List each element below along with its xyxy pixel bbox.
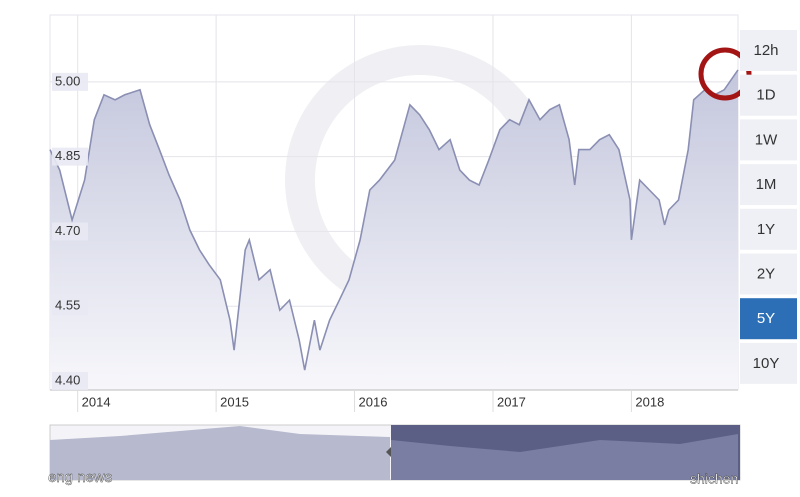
range-button[interactable]: 2Y <box>740 253 797 295</box>
range-button[interactable]: 5Y <box>740 298 797 340</box>
area <box>50 69 738 391</box>
range-button-label[interactable]: 1Y <box>757 221 775 238</box>
y-tick-label: 4.85 <box>55 148 80 163</box>
y-tick-box <box>52 222 88 241</box>
y-tick-box <box>52 72 88 91</box>
y-tick-label: 4.55 <box>55 298 80 313</box>
x-tick-label: 2015 <box>220 394 249 409</box>
y-tick-box <box>52 297 88 316</box>
x-tick-label: 2016 <box>359 394 388 409</box>
range-button-bg[interactable] <box>740 298 797 340</box>
watermark-text: shichen <box>690 471 738 487</box>
range-button-label[interactable]: 2Y <box>757 265 775 282</box>
range-button-label[interactable]: 12h <box>753 42 778 59</box>
range-button-bg[interactable] <box>740 208 797 250</box>
range-button[interactable]: 1D <box>740 74 797 116</box>
range-button-bg[interactable] <box>740 164 797 206</box>
x-tick-label: 2018 <box>635 394 664 409</box>
range-button-label[interactable]: 1M <box>756 176 777 193</box>
y-tick-label: 5.00 <box>55 73 80 88</box>
navigator-handle[interactable] <box>386 447 391 457</box>
navigator-area-selected <box>391 434 738 480</box>
range-button-bg[interactable] <box>740 30 797 71</box>
watermark-text: eng news <box>48 469 112 486</box>
range-button-bg[interactable] <box>740 253 797 295</box>
range-button[interactable]: 1M <box>740 164 797 206</box>
line <box>49 69 739 371</box>
range-button[interactable]: 10Y <box>740 342 797 384</box>
y-tick-box <box>52 372 88 391</box>
highlight-circle <box>698 47 752 101</box>
range-button-label[interactable]: 1W <box>755 131 778 148</box>
range-button[interactable]: 12h <box>740 30 797 71</box>
range-button-label[interactable]: 10Y <box>753 355 780 372</box>
y-tick-label: 4.70 <box>55 223 80 238</box>
range-button[interactable]: 1W <box>740 119 797 161</box>
range-button[interactable]: 1Y <box>740 208 797 250</box>
x-tick-label: 2014 <box>82 394 111 409</box>
range-button-bg[interactable] <box>740 119 797 161</box>
range-button-bg[interactable] <box>740 74 797 116</box>
range-button-label[interactable]: 1D <box>756 87 775 104</box>
x-tick-label: 2017 <box>497 394 526 409</box>
range-button-bg[interactable] <box>740 342 797 384</box>
y-tick-box <box>52 147 88 166</box>
navigator-area <box>50 426 390 480</box>
y-tick-label: 4.40 <box>55 372 80 387</box>
range-button-label[interactable]: 5Y <box>757 310 775 327</box>
